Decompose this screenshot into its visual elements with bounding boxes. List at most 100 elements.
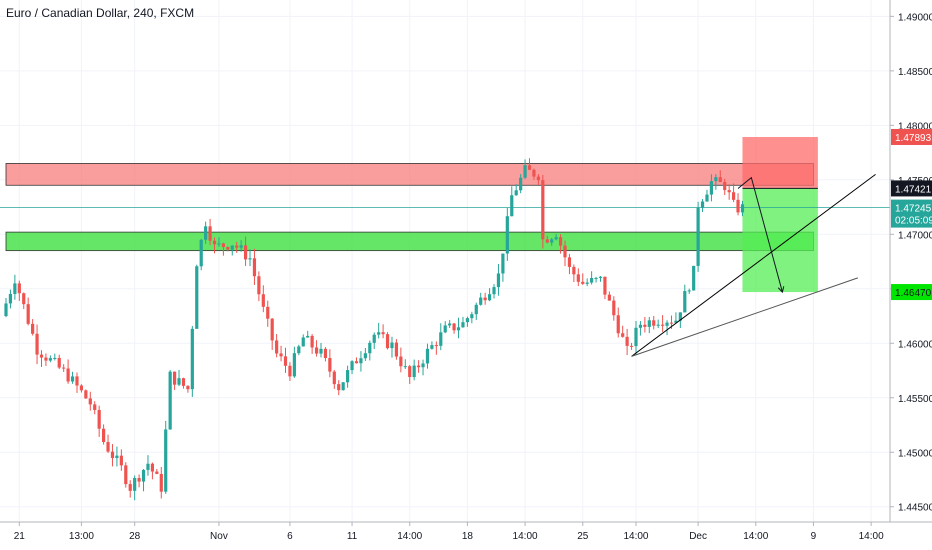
candle [598, 276, 603, 282]
candle-body [310, 335, 314, 348]
candle [301, 334, 305, 347]
candle [79, 384, 84, 393]
candle [106, 434, 110, 453]
time-tick-label: 18 [462, 531, 474, 542]
candle-body [638, 324, 643, 328]
candle-body [354, 361, 359, 364]
candle [368, 340, 372, 361]
candle-body [128, 484, 132, 491]
candle [102, 424, 106, 445]
candle [607, 291, 611, 301]
price-tick-label: 1.47000 [898, 230, 932, 241]
time-tick-label: 14:00 [859, 531, 884, 542]
candle-body [133, 478, 137, 491]
candle-body [581, 281, 585, 284]
candle [172, 371, 177, 390]
candle-body [483, 297, 487, 301]
candle-body [705, 194, 709, 202]
candle-body [523, 165, 527, 178]
candle-body [452, 323, 456, 331]
candle [461, 316, 465, 328]
candle-body [306, 335, 310, 338]
candle-body [79, 385, 84, 391]
candle-body [487, 294, 492, 301]
candle [110, 444, 115, 467]
candle-body [332, 371, 336, 385]
candle [692, 265, 696, 291]
candle [487, 288, 492, 302]
candle-body [363, 353, 367, 359]
time-tick-label: 14:00 [397, 531, 422, 542]
candle [377, 322, 381, 339]
resistance-zone [5, 163, 814, 186]
projection-path [737, 176, 783, 293]
candle [527, 158, 532, 170]
candle-body [48, 358, 52, 361]
candle [230, 245, 234, 256]
candle [510, 186, 514, 217]
candle [523, 159, 527, 180]
candle [576, 268, 580, 287]
candle-body [590, 278, 594, 283]
candle-body [75, 376, 79, 386]
candle [385, 332, 390, 350]
candle-body [665, 322, 669, 326]
candle [124, 462, 128, 488]
candle [550, 237, 554, 246]
candle [625, 329, 629, 356]
candle [314, 340, 319, 357]
candle [204, 221, 208, 244]
candle [346, 365, 350, 388]
candle [288, 362, 292, 381]
candle [683, 284, 687, 313]
candle [629, 342, 634, 350]
candle-body [221, 243, 225, 248]
candle-body [390, 342, 394, 349]
candle [616, 307, 620, 338]
candle-body [714, 177, 718, 182]
candle [496, 264, 501, 296]
candle [590, 271, 594, 285]
candle [212, 237, 217, 254]
candle [687, 288, 691, 294]
price-tick-label: 1.45000 [898, 448, 932, 459]
candle-body [190, 328, 194, 390]
candle-body [558, 237, 563, 246]
candle-body [319, 348, 323, 354]
candle-body [496, 273, 501, 288]
candle-body [88, 398, 92, 405]
candle-body [31, 323, 35, 334]
candle [718, 170, 722, 183]
candle-body [172, 371, 177, 385]
candle-body [536, 176, 540, 181]
candle [133, 475, 137, 501]
candle-body [226, 247, 230, 250]
candle-body [439, 332, 443, 346]
candle [470, 311, 474, 324]
candle-body [421, 363, 425, 368]
candle [26, 297, 30, 326]
candle [337, 380, 341, 396]
candle-body [674, 320, 678, 323]
candle-body [177, 378, 181, 385]
time-tick-label: Nov [210, 531, 228, 542]
candle [332, 370, 336, 389]
candle [700, 199, 705, 213]
candle-body [394, 342, 399, 357]
candle-body [634, 327, 638, 347]
candle-body [461, 322, 465, 328]
chart-title: Euro / Canadian Dollar, 240, FXCM [6, 6, 195, 20]
candle-body [585, 282, 589, 284]
candle-body [456, 327, 461, 331]
candle [408, 364, 412, 384]
candle [572, 264, 576, 283]
candle-body [550, 239, 554, 243]
candle [239, 240, 243, 252]
candle-body [629, 345, 634, 347]
candle-body [652, 320, 656, 326]
candle [714, 174, 718, 190]
candle-body [39, 354, 44, 358]
candle-body [474, 304, 478, 315]
